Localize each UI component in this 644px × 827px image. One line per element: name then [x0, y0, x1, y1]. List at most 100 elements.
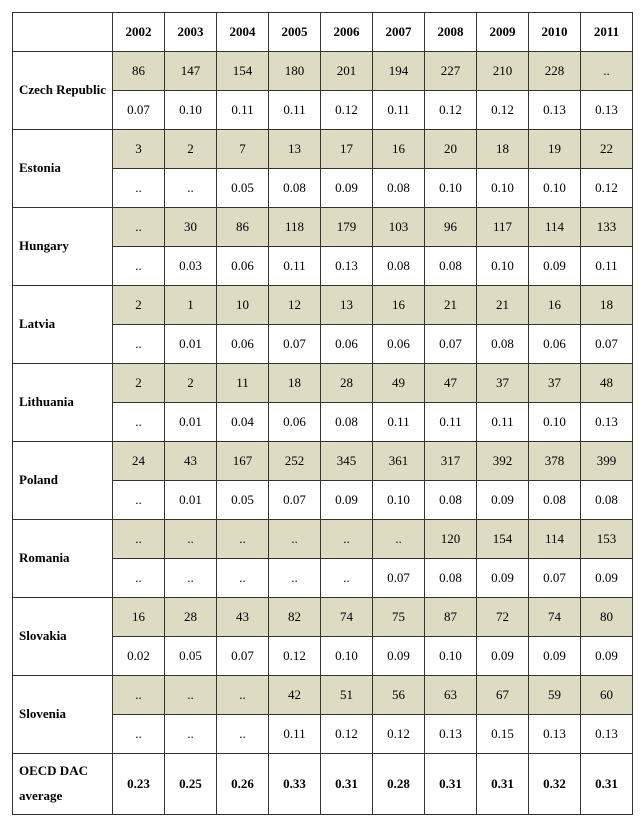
ratio-cell: 0.06	[269, 403, 321, 442]
value-cell: 228	[529, 52, 581, 91]
country-label: Slovenia	[13, 676, 113, 754]
value-cell: 16	[113, 598, 165, 637]
ratio-cell: ..	[113, 169, 165, 208]
value-cell: 87	[425, 598, 477, 637]
value-cell: 147	[165, 52, 217, 91]
ratio-cell: 0.01	[165, 403, 217, 442]
ratio-cell: 0.11	[269, 91, 321, 130]
ratio-cell: 0.07	[269, 481, 321, 520]
value-cell: 56	[373, 676, 425, 715]
value-cell: 2	[113, 286, 165, 325]
ratio-cell: 0.08	[425, 247, 477, 286]
ratio-cell: 0.02	[113, 637, 165, 676]
value-cell: 59	[529, 676, 581, 715]
ratio-cell: ..	[113, 325, 165, 364]
ratio-cell: 0.09	[321, 169, 373, 208]
ratio-cell: 0.10	[529, 169, 581, 208]
value-cell: 194	[373, 52, 425, 91]
col-header: 2002	[113, 13, 165, 52]
ratio-cell: 0.10	[477, 169, 529, 208]
value-cell: 2	[113, 364, 165, 403]
ratio-cell: 0.11	[269, 715, 321, 754]
footer-value: 0.32	[529, 754, 581, 815]
country-label: Romania	[13, 520, 113, 598]
country-label: Czech Republic	[13, 52, 113, 130]
footer-value: 0.23	[113, 754, 165, 815]
ratio-cell: ..	[113, 559, 165, 598]
ratio-cell: 0.08	[529, 481, 581, 520]
ratio-cell: 0.13	[581, 91, 633, 130]
footer-value: 0.33	[269, 754, 321, 815]
ratio-cell: ..	[321, 559, 373, 598]
value-cell: 118	[269, 208, 321, 247]
footer-value: 0.25	[165, 754, 217, 815]
value-cell: 60	[581, 676, 633, 715]
ratio-cell: 0.08	[425, 559, 477, 598]
value-cell: 37	[477, 364, 529, 403]
ratio-cell: 0.05	[217, 169, 269, 208]
value-cell: ..	[217, 676, 269, 715]
ratio-cell: ..	[269, 559, 321, 598]
value-cell: ..	[321, 520, 373, 559]
col-header: 2007	[373, 13, 425, 52]
ratio-cell: 0.12	[321, 91, 373, 130]
data-table: 2002 2003 2004 2005 2006 2007 2008 2009 …	[12, 12, 633, 815]
value-cell: 153	[581, 520, 633, 559]
ratio-cell: 0.07	[373, 559, 425, 598]
header-row: 2002 2003 2004 2005 2006 2007 2008 2009 …	[13, 13, 633, 52]
table-row: Latvia211012131621211618	[13, 286, 633, 325]
footer-value: 0.26	[217, 754, 269, 815]
ratio-cell: 0.13	[581, 715, 633, 754]
footer-value: 0.31	[477, 754, 529, 815]
ratio-cell: 0.09	[529, 637, 581, 676]
ratio-cell: 0.05	[165, 637, 217, 676]
ratio-cell: 0.12	[477, 91, 529, 130]
value-cell: 16	[529, 286, 581, 325]
value-cell: 252	[269, 442, 321, 481]
country-label: Hungary	[13, 208, 113, 286]
ratio-cell: 0.10	[425, 637, 477, 676]
col-header: 2008	[425, 13, 477, 52]
value-cell: 114	[529, 520, 581, 559]
ratio-cell: 0.06	[321, 325, 373, 364]
ratio-cell: ..	[217, 715, 269, 754]
value-cell: 7	[217, 130, 269, 169]
table-row: Lithuania221118284947373748	[13, 364, 633, 403]
value-cell: 13	[321, 286, 373, 325]
value-cell: 103	[373, 208, 425, 247]
ratio-cell: ..	[113, 403, 165, 442]
ratio-cell: 0.08	[425, 481, 477, 520]
country-label: Latvia	[13, 286, 113, 364]
value-cell: 180	[269, 52, 321, 91]
ratio-cell: 0.12	[373, 715, 425, 754]
ratio-cell: 0.12	[581, 169, 633, 208]
col-header: 2010	[529, 13, 581, 52]
value-cell: ..	[165, 520, 217, 559]
value-cell: 17	[321, 130, 373, 169]
ratio-cell: 0.11	[217, 91, 269, 130]
ratio-cell: 0.08	[269, 169, 321, 208]
value-cell: 43	[165, 442, 217, 481]
ratio-cell: 0.09	[581, 559, 633, 598]
value-cell: 2	[165, 130, 217, 169]
value-cell: 74	[529, 598, 581, 637]
ratio-cell: 0.06	[529, 325, 581, 364]
ratio-cell: ..	[165, 559, 217, 598]
table-row: Czech Republic86147154180201194227210228…	[13, 52, 633, 91]
ratio-cell: 0.12	[321, 715, 373, 754]
value-cell: 117	[477, 208, 529, 247]
ratio-cell: ..	[217, 559, 269, 598]
value-cell: 48	[581, 364, 633, 403]
country-label: Lithuania	[13, 364, 113, 442]
value-cell: 317	[425, 442, 477, 481]
ratio-cell: 0.04	[217, 403, 269, 442]
value-cell: 86	[217, 208, 269, 247]
table-row: Estonia32713171620181922	[13, 130, 633, 169]
value-cell: 378	[529, 442, 581, 481]
value-cell: 82	[269, 598, 321, 637]
value-cell: ..	[269, 520, 321, 559]
value-cell: 19	[529, 130, 581, 169]
ratio-cell: 0.13	[425, 715, 477, 754]
value-cell: 114	[529, 208, 581, 247]
ratio-cell: 0.10	[321, 637, 373, 676]
